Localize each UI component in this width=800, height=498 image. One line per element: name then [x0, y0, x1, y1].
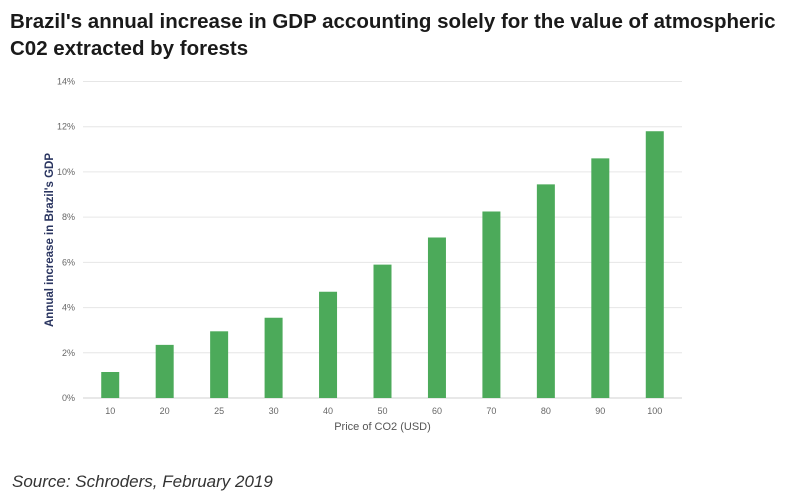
x-tick-label: 30: [269, 406, 279, 416]
x-tick-label: 70: [486, 406, 496, 416]
y-tick-label: 0%: [62, 393, 75, 403]
x-tick-label: 10: [105, 406, 115, 416]
bar-70: [482, 211, 501, 398]
y-axis-label: Annual increase in Brazil's GDP: [44, 153, 56, 327]
bar-40: [319, 291, 338, 398]
source-note: Source: Schroders, February 2019: [12, 472, 273, 491]
y-tick-label: 2%: [62, 348, 75, 358]
x-tick-label: 25: [214, 406, 224, 416]
x-axis-label: Price of CO2 (USD): [334, 421, 431, 433]
y-tick-label: 8%: [62, 212, 75, 222]
y-tick-label: 12%: [57, 122, 75, 132]
bar-50: [373, 264, 392, 398]
x-tick-label: 100: [647, 406, 662, 416]
x-tick-label: 80: [541, 406, 551, 416]
y-tick-label: 10%: [57, 167, 75, 177]
bar-20: [155, 344, 174, 398]
bar-30: [264, 317, 283, 398]
x-tick-label: 60: [432, 406, 442, 416]
bar-90: [591, 158, 610, 398]
y-tick-label: 14%: [57, 77, 75, 87]
chart-title: Brazil's annual increase in GDP accounti…: [10, 10, 776, 60]
x-tick-label: 90: [595, 406, 605, 416]
bar-100: [645, 131, 664, 398]
bar-80: [536, 184, 555, 398]
x-tick-label: 20: [160, 406, 170, 416]
bar-25: [210, 331, 229, 398]
bar-60: [427, 237, 446, 398]
x-tick-label: 50: [377, 406, 387, 416]
y-tick-label: 6%: [62, 257, 75, 267]
x-tick-label: 40: [323, 406, 333, 416]
bar-10: [101, 372, 120, 398]
y-tick-label: 4%: [62, 303, 75, 313]
